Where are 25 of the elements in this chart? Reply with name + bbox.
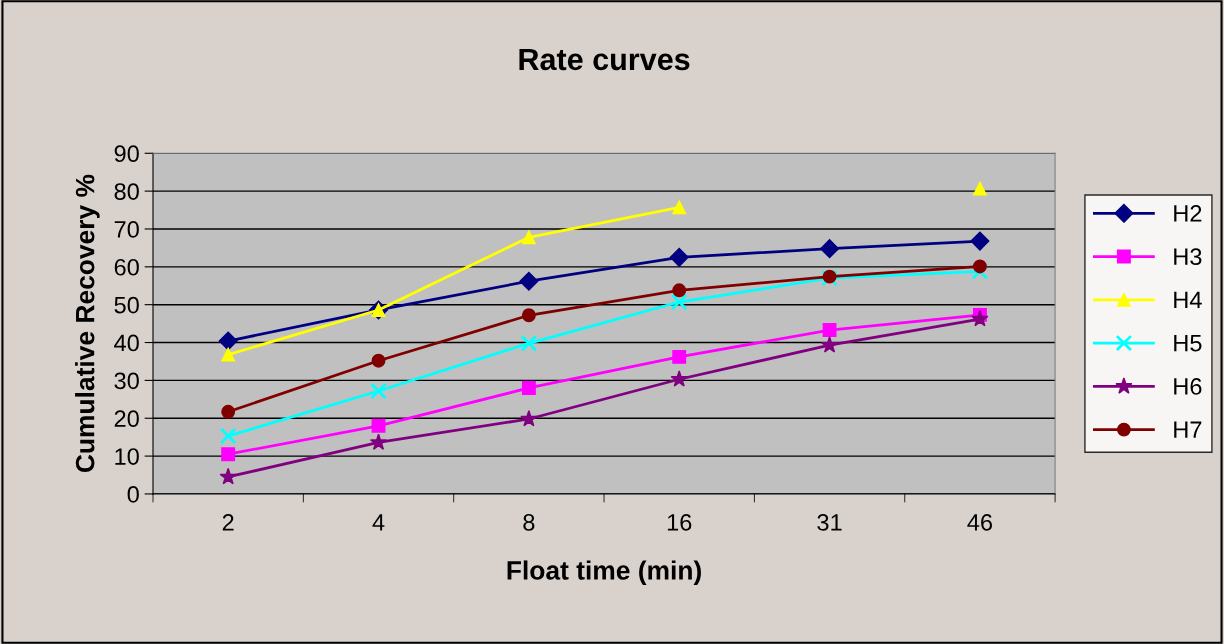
legend-label: H6	[1174, 378, 1202, 395]
x-tick-label: 46	[967, 514, 993, 531]
x-tick-label: 2	[222, 514, 234, 531]
x-tick-label: 16	[667, 514, 692, 531]
y-tick-label: 60	[114, 258, 139, 276]
legend-label: H7	[1174, 421, 1202, 438]
legend-label: H5	[1174, 335, 1202, 352]
y-axis-title: Cumulative Recovery %	[75, 174, 100, 473]
y-tick-label: 20	[114, 410, 139, 428]
x-tick-label: 31	[817, 514, 842, 531]
x-tick-label: 4	[372, 514, 385, 531]
y-tick-label: 40	[114, 334, 139, 352]
x-tick-label: 8	[523, 514, 535, 531]
legend-label: H2	[1174, 205, 1202, 222]
y-tick-label: 30	[114, 372, 139, 390]
y-tick-label: 90	[114, 145, 139, 163]
y-tick-label: 10	[115, 448, 139, 465]
legend-label: H3	[1174, 248, 1202, 266]
chart-title: Rate curves	[519, 48, 690, 71]
y-tick-label: 70	[114, 221, 139, 238]
y-tick-label: 80	[114, 183, 139, 200]
legend-label: H4	[1174, 291, 1202, 309]
y-tick-label: 0	[127, 486, 139, 503]
y-tick-label: 50	[114, 296, 139, 314]
x-axis-title: Float time (min)	[507, 560, 701, 585]
